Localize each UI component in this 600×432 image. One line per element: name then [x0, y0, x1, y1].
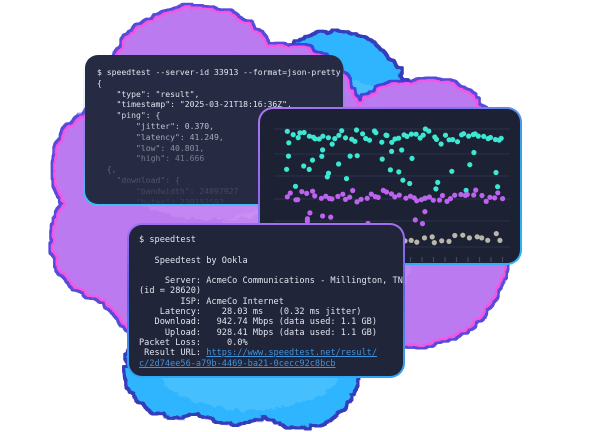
speedtest-output: $ speedtest Speedtest by Ookla Server: A…: [129, 225, 403, 369]
dot-plot: [274, 126, 510, 262]
terminal-window-speedtest: $ speedtest Speedtest by Ookla Server: A…: [127, 223, 405, 378]
result-url-link[interactable]: https://www.speedtest.net/result/: [206, 348, 378, 359]
speedtest-output-text: $ speedtest Speedtest by Ookla Server: A…: [139, 235, 403, 359]
terminal-json-output: $ speedtest --server-id 33913 --format=j…: [97, 67, 341, 206]
result-url-link-continued[interactable]: c/2d74ee56-a79b-4469-ba21-0cecc92c8bcb: [139, 358, 336, 369]
